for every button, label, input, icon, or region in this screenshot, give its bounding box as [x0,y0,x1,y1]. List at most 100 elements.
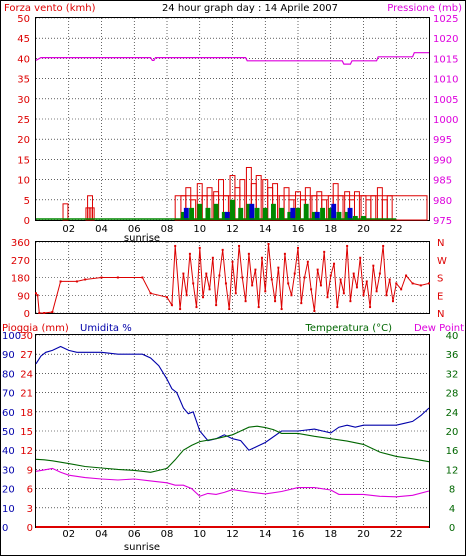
temperature-tick-label: 28 [446,389,459,400]
temperature-tick-label: 16 [446,446,459,457]
wind-direction-point [342,292,345,295]
wind-direction-point [372,264,375,267]
wind-panel-frame [35,17,430,221]
wind-gust-envelope [174,195,428,221]
wind-peak-bar [314,211,320,220]
wind-direction-point [369,306,372,309]
wind-direction-point [211,256,214,259]
pressure-tick-label: 1000 [433,115,458,126]
wind-direction-point [316,268,319,271]
humidity-tick-label: 20 [2,485,15,496]
x-tick-label: 12 [226,529,239,540]
rain-axis-title: Pioggia (mm) [2,323,69,334]
x-tick-label: 08 [161,529,174,540]
wind-tick-label: 40 [17,54,30,65]
rain-tick-label: 24 [20,369,33,380]
pressure-tick-label: 995 [433,135,452,146]
wind-direction-point [428,282,430,285]
pressure-axis-title: Pressione (mb) [387,3,462,14]
wind-average-bar [238,207,244,220]
wind-tick-label: 5 [24,196,30,207]
wind-direction-point [228,308,231,311]
wind-direction-point [290,294,293,297]
direction-tick-label: 180 [11,274,30,285]
wind-peak-bar [183,207,189,220]
wind-direction-point [241,276,244,279]
wind-direction-point [35,292,37,295]
wind-direction-point [349,300,352,303]
pressure-tick-label: 1020 [433,34,458,45]
wind-direction-point [179,308,182,311]
wind-direction-point [323,250,326,253]
x-tick-label: 04 [95,224,108,235]
humidity-tick-label: 10 [2,504,15,515]
dewpoint-axis-title: Dew Point [414,323,464,334]
humidity-tick-label: 60 [2,408,15,419]
wind-gust-bar [88,207,95,221]
compass-tick-label: E [437,291,443,302]
wind-tick-label: 15 [17,155,30,166]
temperature-line [35,425,430,473]
wind-direction-point [244,300,247,303]
wind-direction-point [224,282,227,285]
wind-average-bar [197,203,203,220]
pressure-tick-label: 1010 [433,75,458,86]
wind-average-bar [205,207,211,220]
wind-direction-point [195,306,198,309]
wind-tick-label: 25 [17,115,30,126]
wind-peak-bar [347,207,353,220]
wind-direction-point [192,282,195,285]
x-tick-label: 02 [62,224,75,235]
wind-average-bar [287,211,293,220]
wind-direction-point [300,302,303,305]
pressure-tick-label: 990 [433,155,452,166]
wind-direction-point [303,276,306,279]
x-tick-label: 18 [324,529,337,540]
x-tick-label: 06 [128,224,141,235]
pressure-tick-label: 975 [433,216,452,227]
wind-tick-label: 20 [17,135,30,146]
humidity-axis-title: Umidita % [80,323,132,334]
rain-tick-label: 27 [20,350,33,361]
wind-direction-point [270,278,273,281]
wind-direction-point [238,244,241,247]
rain-tick-label: 9 [27,465,33,476]
wind-direction-point [333,262,336,265]
compass-tick-label: S [437,274,443,285]
wind-average-bar [303,203,309,220]
wind-tick-label: 30 [17,95,30,106]
wind-gust-bar [62,203,69,221]
wind-average-bar [221,211,227,220]
wind-direction-point [391,300,394,303]
x-tick-label: 12 [226,224,239,235]
wind-direction-point [405,274,408,277]
wind-direction-point [329,274,332,277]
wind-direction-point [365,280,368,283]
wind-average-bar [270,203,276,220]
wind-direction-point [182,272,185,275]
wind-average-bar [246,203,252,220]
x-tick-label: 22 [390,529,403,540]
wind-direction-point [274,300,277,303]
wind-direction-point [306,260,309,263]
wind-direction-point [326,296,329,299]
wind-direction-point [264,290,267,293]
temperature-tick-label: 32 [446,369,459,380]
wind-direction-point [375,290,378,293]
wind-direction-point [36,294,39,297]
wind-direction-point [174,244,177,247]
wind-direction-point [149,292,152,295]
humidity-tick-label: 0 [2,523,8,534]
wind-average-bar [180,211,186,220]
wind-direction-point [388,278,391,281]
wind-average-bar [352,215,358,220]
pressure-tick-label: 985 [433,176,452,187]
wind-average-bar [254,207,260,220]
wind-axis-title: Forza vento (kmh) [4,3,96,14]
wind-direction-point [310,288,313,291]
x-tick-label: 14 [259,224,272,235]
wind-direction-point [247,252,250,255]
wind-tick-label: 0 [24,216,30,227]
rain-tick-label: 12 [20,446,33,457]
